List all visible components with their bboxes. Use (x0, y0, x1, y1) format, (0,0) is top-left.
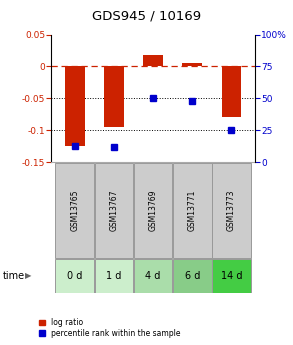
Text: GSM13773: GSM13773 (227, 190, 236, 231)
Text: 6 d: 6 d (185, 271, 200, 281)
Bar (134, 259, 173, 293)
Bar (55, 163, 94, 258)
Text: GDS945 / 10169: GDS945 / 10169 (92, 9, 201, 22)
Text: 14 d: 14 d (221, 271, 242, 281)
Text: 4 d: 4 d (145, 271, 161, 281)
Bar (55, 259, 94, 293)
Text: GSM13767: GSM13767 (109, 190, 118, 231)
Bar (173, 163, 212, 258)
Text: GSM13765: GSM13765 (70, 190, 79, 231)
Text: GSM13769: GSM13769 (149, 190, 158, 231)
Text: time: time (3, 271, 25, 281)
Bar (143, 55, 163, 66)
Text: ▶: ▶ (25, 272, 31, 280)
Bar (212, 163, 251, 258)
Bar (104, 66, 124, 127)
Bar (183, 63, 202, 66)
Bar (212, 259, 251, 293)
Bar (134, 163, 173, 258)
Bar (95, 163, 133, 258)
Bar (65, 66, 85, 146)
Text: 1 d: 1 d (106, 271, 122, 281)
Bar (173, 259, 212, 293)
Text: 0 d: 0 d (67, 271, 82, 281)
Bar (95, 259, 133, 293)
Text: GSM13771: GSM13771 (188, 190, 197, 231)
Bar (222, 66, 241, 117)
Legend: log ratio, percentile rank within the sample: log ratio, percentile rank within the sa… (39, 318, 181, 338)
